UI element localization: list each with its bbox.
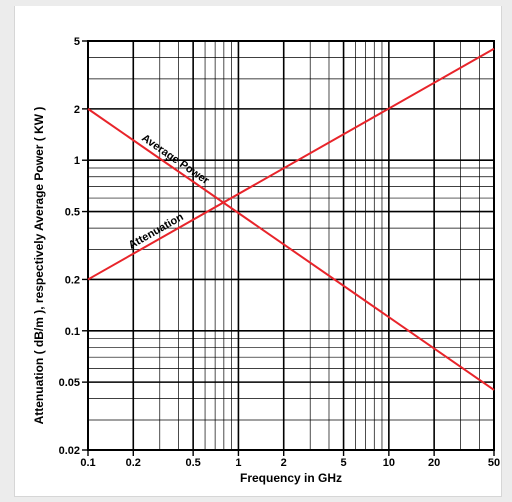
y-tick-label: 1 bbox=[74, 155, 80, 167]
log-log-chart: 0.1 0.2 0.5 1 2 5 10 20 50 0.02 0.05 0.1 0.2 0.5 1 2 5 A… bbox=[32, 36, 500, 485]
x-tick-label: 0.5 bbox=[185, 457, 200, 469]
x-tick-label: 0.1 bbox=[80, 457, 95, 469]
y-tick-label: 0.02 bbox=[59, 445, 80, 457]
x-tick-label: 0.2 bbox=[126, 457, 141, 469]
series-line-attenuation bbox=[87, 47, 495, 281]
y-tick-label: 0.2 bbox=[65, 274, 80, 286]
x-tick-label: 2 bbox=[281, 457, 287, 469]
y-axis-label: Attenuation ( dB/m ), respectively Avera… bbox=[32, 107, 46, 425]
series-line-average-power bbox=[87, 108, 495, 391]
x-tick-label: 50 bbox=[488, 457, 500, 469]
y-tick-label: 5 bbox=[74, 36, 80, 48]
x-tick-label: 5 bbox=[341, 457, 347, 469]
x-axis-label: Frequency in GHz bbox=[240, 471, 342, 485]
x-tick-label: 1 bbox=[235, 457, 241, 469]
y-tick-label: 2 bbox=[74, 104, 80, 116]
y-tick-label: 0.1 bbox=[65, 326, 80, 338]
x-tick-label: 10 bbox=[383, 457, 395, 469]
plot-border bbox=[87, 40, 495, 451]
attenuation-curve-label: Attenuation bbox=[127, 211, 186, 252]
y-tick-label: 0.5 bbox=[65, 207, 80, 219]
x-tick-label: 20 bbox=[428, 457, 440, 469]
chart-panel: 0.1 0.2 0.5 1 2 5 10 20 50 0.02 0.05 0.1 0.2 0.5 1 2 5 A… bbox=[14, 6, 502, 497]
y-tick-label: 0.05 bbox=[59, 377, 80, 389]
